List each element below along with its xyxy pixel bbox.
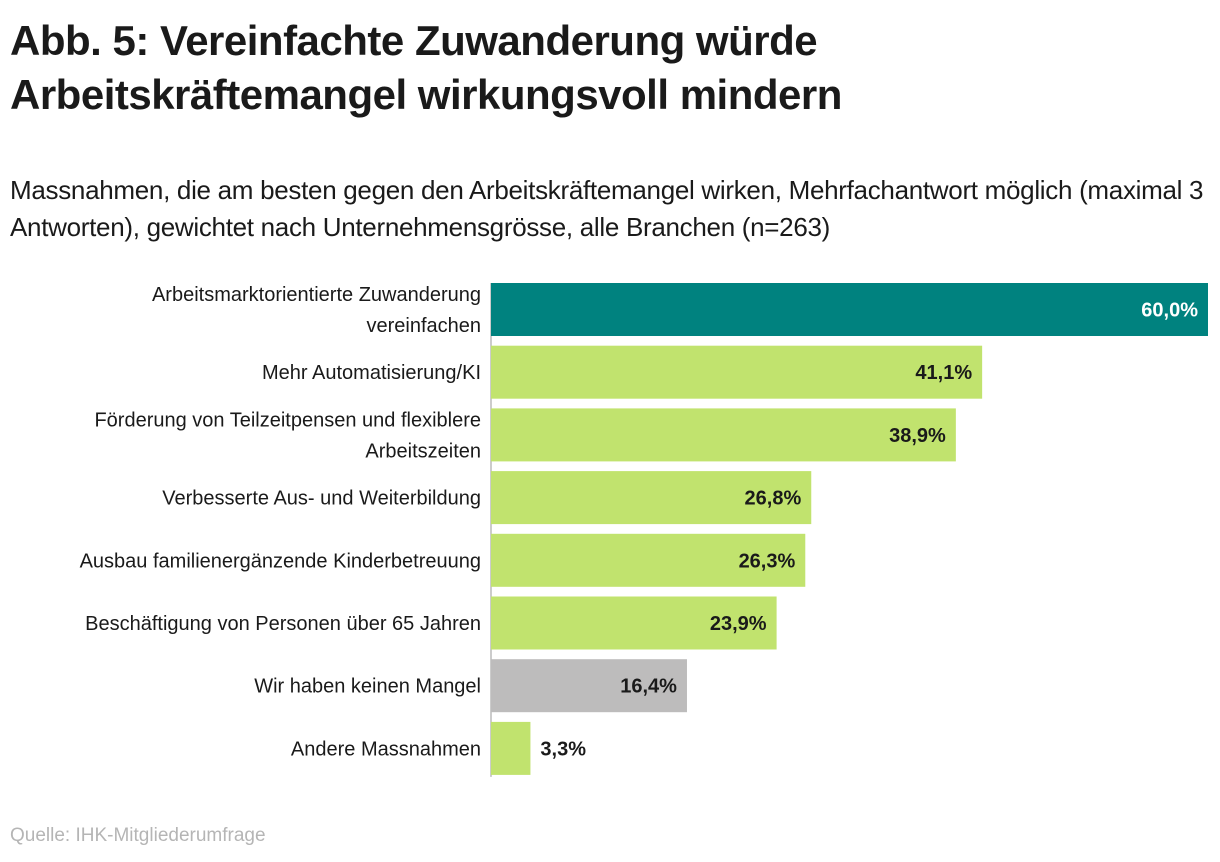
bar [491,596,777,650]
value-label: 16,4% [620,676,677,698]
bar [491,533,806,587]
category-label: Arbeitsmarktorientierte Zuwanderung verei… [152,284,481,337]
bar [491,471,812,525]
category-label: Mehr Automatisierung/KI [262,362,481,384]
value-label: 38,9% [889,425,946,447]
bar [491,408,956,462]
chart-title: Abb. 5: Vereinfachte Zuwanderung würde A… [10,17,842,118]
category-label: Andere Massnahmen [291,738,481,760]
chart-subtitle: Massnahmen, die am besten gegen den Arbe… [10,175,1204,242]
bar [491,345,983,399]
value-label: 26,3% [739,550,796,572]
bar [491,721,531,775]
value-label: 60,0% [1141,300,1198,322]
bar [491,659,687,713]
category-label: Förderung von Teilzeitpensen und flexibl… [94,409,481,462]
bar-chart: Arbeitsmarktorientierte Zuwanderung verei… [80,283,1208,777]
value-label: 3,3% [540,738,586,760]
category-label: Beschäftigung von Personen über 65 Jahre… [85,613,481,635]
category-label: Ausbau familienergänzende Kinderbetreuun… [80,550,481,572]
source-note: Quelle: IHK-Mitgliederumfrage [10,825,266,846]
category-label: Verbesserte Aus- und Weiterbildung [162,488,481,510]
value-label: 26,8% [745,488,802,510]
value-label: 23,9% [710,613,767,635]
category-label: Wir haben keinen Mangel [254,676,481,698]
bar [491,283,1208,336]
value-label: 41,1% [915,362,972,384]
